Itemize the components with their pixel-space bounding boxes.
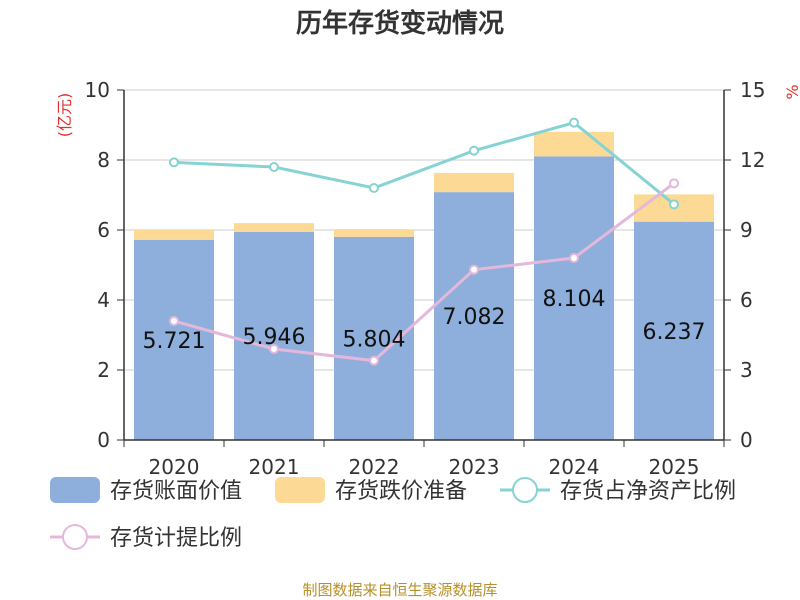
bar-book-value bbox=[134, 239, 214, 440]
legend-label: 存货计提比例 bbox=[110, 526, 242, 551]
legend-swatch bbox=[50, 477, 100, 503]
right-axis-unit: % bbox=[783, 84, 800, 99]
left-axis-unit: (亿元) bbox=[55, 93, 74, 138]
point-net-asset-ratio bbox=[269, 162, 279, 172]
right-tick-label: 9 bbox=[740, 218, 753, 242]
bars bbox=[134, 131, 714, 441]
left-tick-label: 0 bbox=[97, 428, 110, 452]
legend-label: 存货占净资产比例 bbox=[560, 479, 736, 504]
left-tick-label: 4 bbox=[97, 288, 110, 312]
left-tick-label: 2 bbox=[97, 358, 110, 382]
point-net-asset-ratio bbox=[369, 183, 379, 193]
legend-marker bbox=[62, 524, 88, 550]
bar-provision bbox=[234, 223, 314, 232]
x-tick-label: 2023 bbox=[449, 455, 500, 479]
right-tick-label: 0 bbox=[740, 428, 753, 452]
lines bbox=[169, 117, 679, 366]
left-tick-label: 10 bbox=[85, 78, 110, 102]
point-net-asset-ratio bbox=[669, 199, 679, 210]
point-provision-ratio bbox=[369, 355, 379, 366]
right-tick-label: 6 bbox=[740, 288, 753, 312]
bar-value-label: 8.104 bbox=[543, 287, 606, 312]
line-net-asset-ratio bbox=[173, 121, 675, 206]
x-tick-label: 2020 bbox=[149, 455, 200, 479]
left-tick-label: 6 bbox=[97, 218, 110, 242]
right-tick-label: 3 bbox=[740, 358, 753, 382]
bar-value-label: 5.804 bbox=[343, 327, 406, 352]
bar-value-label: 5.721 bbox=[143, 329, 206, 354]
left-tick-label: 8 bbox=[97, 148, 110, 172]
line-provision-ratio bbox=[173, 182, 675, 363]
bar-value-label: 6.237 bbox=[643, 320, 706, 345]
bar-book-value bbox=[634, 221, 714, 440]
bar-provision bbox=[134, 229, 214, 240]
bar-book-value bbox=[334, 236, 414, 440]
bar-value-label: 7.082 bbox=[443, 305, 506, 330]
legend-label: 存货跌价准备 bbox=[335, 479, 467, 504]
bar-book-value bbox=[234, 231, 314, 440]
bar-value-label: 5.946 bbox=[243, 325, 306, 350]
x-tick-label: 2022 bbox=[349, 455, 400, 479]
bar-book-value bbox=[534, 156, 614, 441]
point-net-asset-ratio bbox=[169, 157, 179, 168]
axes: 0 2 4 6 8 10 0 3 6 9 12 15 2020 2021 2022 2023 2024 2025 bbox=[85, 78, 766, 479]
bar-provision bbox=[434, 172, 514, 193]
right-tick-label: 15 bbox=[740, 78, 765, 102]
point-net-asset-ratio bbox=[469, 145, 479, 156]
bar-book-value bbox=[434, 192, 514, 440]
x-tick-label: 2024 bbox=[549, 455, 600, 479]
x-tick-label: 2021 bbox=[249, 455, 300, 479]
point-provision-ratio bbox=[569, 253, 579, 263]
point-provision-ratio bbox=[469, 264, 479, 275]
right-tick-label: 12 bbox=[740, 148, 765, 172]
point-provision-ratio bbox=[269, 344, 279, 354]
legend-marker bbox=[512, 477, 538, 503]
chart-title: 历年存货变动情况 bbox=[296, 8, 504, 39]
point-provision-ratio bbox=[669, 178, 679, 189]
point-provision-ratio bbox=[169, 316, 179, 326]
source-note: 制图数据来自恒生聚源数据库 bbox=[302, 581, 497, 599]
legend-label: 存货账面价值 bbox=[110, 479, 242, 504]
x-tick-label: 2025 bbox=[649, 455, 700, 479]
bar-provision bbox=[334, 229, 414, 237]
point-net-asset-ratio bbox=[569, 117, 579, 128]
legend-swatch bbox=[275, 477, 325, 503]
data-labels: 5.721 5.946 5.804 7.082 8.104 6.237 bbox=[143, 287, 706, 354]
